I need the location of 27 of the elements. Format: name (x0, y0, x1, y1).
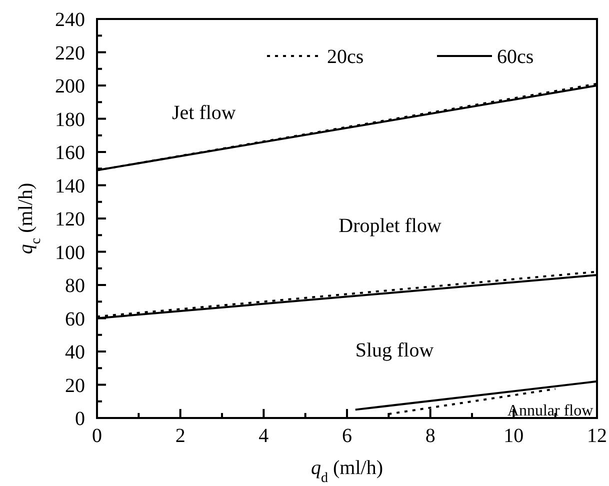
y-tick-label: 200 (55, 76, 85, 98)
legend-label: 60cs (497, 46, 534, 68)
legend-label: 20cs (327, 46, 364, 68)
x-tick-label: 8 (425, 425, 436, 447)
annotation: Annular flow (507, 402, 594, 420)
y-tick-label: 160 (55, 142, 85, 164)
annotation: Slug flow (355, 339, 434, 362)
x-tick-label: 2 (175, 425, 186, 447)
x-axis-title: q$_{d}$ (ml/h) (311, 457, 383, 486)
x-tick-label: 10 (504, 425, 524, 447)
y-tick-label: 240 (55, 9, 85, 31)
x-tick-label: 0 (92, 425, 102, 447)
y-tick-label: 120 (55, 208, 85, 230)
y-tick-label: 60 (65, 308, 85, 330)
x-tick-label: 12 (587, 425, 607, 447)
y-tick-label: 100 (55, 242, 85, 264)
x-tick-label: 6 (342, 425, 352, 447)
y-tick-label: 140 (55, 175, 85, 198)
annotation: Jet flow (172, 102, 236, 124)
y-tick-label: 40 (65, 342, 85, 364)
annotation: Droplet flow (338, 214, 442, 237)
y-tick-label: 180 (55, 108, 85, 131)
y-tick-label: 0 (75, 408, 85, 430)
y-tick-label: 20 (65, 374, 85, 397)
y-tick-label: 220 (55, 42, 85, 64)
y-tick-label: 80 (65, 275, 85, 297)
x-tick-label: 4 (258, 425, 269, 447)
